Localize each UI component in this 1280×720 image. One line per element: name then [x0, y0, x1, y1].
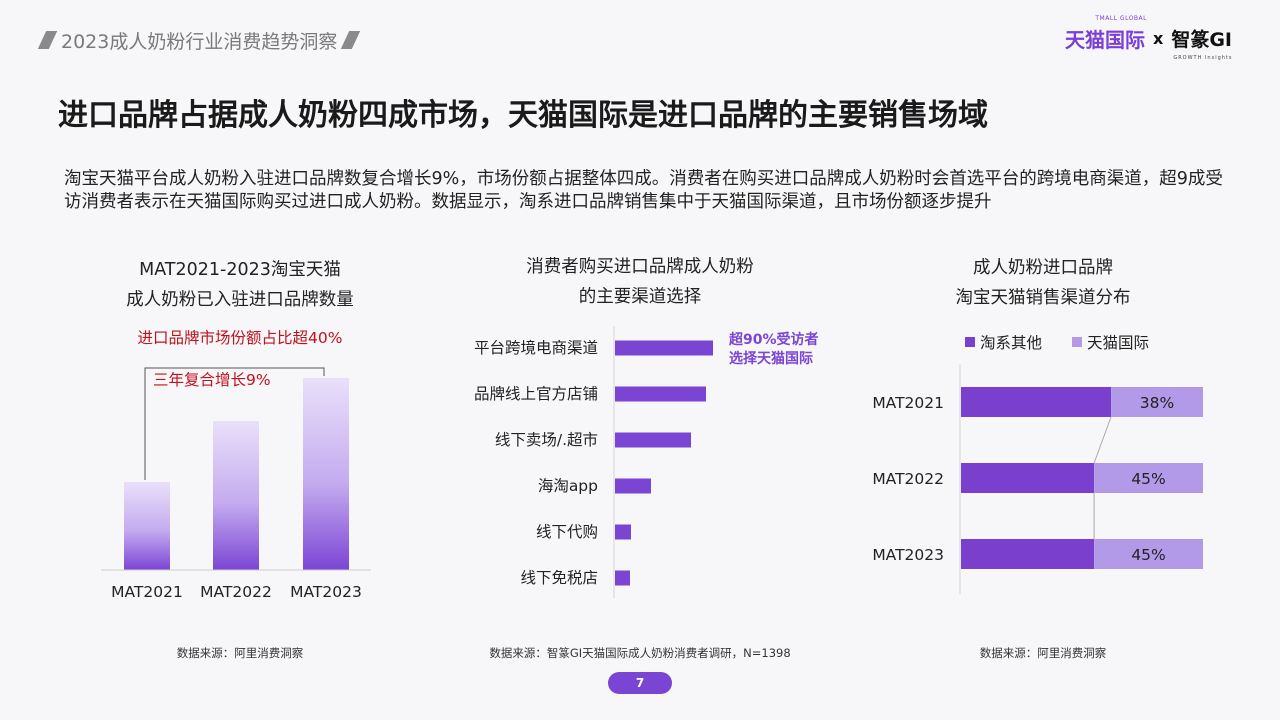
- logo-separator: x: [1153, 29, 1164, 48]
- slash-decoration: [37, 31, 58, 49]
- chart1-svg: 三年复合增长9% MAT2021 MAT2022 MAT2023: [101, 367, 371, 601]
- chart3-category-label-1: MAT2021: [872, 394, 944, 412]
- chart3-data-label-1: 38%: [1140, 394, 1174, 412]
- chart2-bar-4: [615, 478, 651, 494]
- chart2-bar-5: [615, 524, 631, 540]
- chart1-growth-bracket: [144, 367, 325, 480]
- tmall-global-logo: 天猫国际 TMALL GLOBAL: [1065, 15, 1147, 53]
- page-description: 淘宝天猫平台成人奶粉入驻进口品牌数复合增长9%，市场份额占据整体四成。消费者在购…: [64, 169, 1223, 212]
- legend-swatch-taoxi: [965, 337, 975, 347]
- chart2-title-line2: 的主要渠道选择: [578, 287, 702, 307]
- chart2-bar-6: [615, 570, 630, 586]
- chart2-category-label-1: 平台跨境电商渠道: [474, 338, 598, 357]
- chart3-legend: 淘系其他 天猫国际: [965, 331, 1149, 353]
- chart3-data-label-2: 45%: [1131, 470, 1165, 488]
- chart3-bar-taoxi-1: [961, 387, 1112, 417]
- chart3-bar-tmall-1: [1111, 387, 1203, 417]
- chart2-title: 消费者购买进口品牌成人奶粉 的主要渠道选择: [490, 252, 790, 312]
- chart2-bar-3: [615, 432, 691, 448]
- chart3-category-label-2: MAT2022: [872, 470, 944, 488]
- chart1-bar-1: [124, 482, 170, 570]
- chart3-bar-taoxi-2: [961, 463, 1095, 493]
- page-number: 7: [608, 672, 672, 694]
- legend-swatch-tmall: [1072, 337, 1083, 347]
- section-title: 2023成人奶粉行业消费趋势洞察: [61, 30, 338, 53]
- chart2-category-label-5: 线下代购: [536, 523, 598, 541]
- chart1-bar-3: [303, 378, 349, 570]
- chart3-bars: 38% MAT2021 45% MAT2022 45% MAT2023: [872, 387, 1203, 569]
- chart3-svg: 38% MAT2021 45% MAT2022 45% MAT2023: [872, 364, 1203, 594]
- chart1-growth-label: 三年复合增长9%: [153, 371, 271, 389]
- tmall-logo-subtext: TMALL GLOBAL: [1095, 15, 1147, 22]
- chart3-connectors: [1093, 416, 1112, 539]
- chart1-title-line1: MAT2021-2023淘宝天猫: [139, 260, 341, 280]
- chart1-x-tick-1: MAT2021: [111, 583, 183, 601]
- chart2-source: 数据来源：智篆GI天猫国际成人奶粉消费者调研，N=1398: [489, 646, 791, 660]
- chart2-category-label-3: 线下卖场/.超市: [495, 431, 598, 449]
- chart3-category-label-3: MAT2023: [872, 546, 944, 564]
- tmall-logo-text: 天猫国际: [1065, 28, 1145, 52]
- chart2-title-line1: 消费者购买进口品牌成人奶粉: [526, 257, 754, 277]
- zhizhuan-logo-subtext: GROWTH Insights: [1173, 55, 1233, 61]
- page-title: 进口品牌占据成人奶粉四成市场，天猫国际是进口品牌的主要销售场域: [58, 98, 988, 133]
- chart2-category-label-2: 品牌线上官方店铺: [474, 385, 598, 403]
- chart3-connector-1: [1093, 416, 1112, 464]
- chart3-bar-tmall-3: [1094, 539, 1203, 569]
- zhizhuan-gi-logo: 智篆GI GROWTH Insights: [1171, 25, 1232, 61]
- chart1-x-ticks: MAT2021 MAT2022 MAT2023: [111, 583, 362, 601]
- section-header: 2023成人奶粉行业消费趋势洞察: [34, 26, 364, 54]
- chart1-bar-2: [213, 421, 259, 570]
- chart2-bar-2: [615, 386, 706, 402]
- chart2-bar-1: [615, 340, 713, 356]
- chart3-title-line2: 淘宝天猫销售渠道分布: [955, 288, 1131, 308]
- chart1-x-tick-2: MAT2022: [200, 583, 272, 601]
- chart1-x-tick-3: MAT2023: [290, 583, 362, 601]
- chart3-title: 成人奶粉进口品牌 淘宝天猫销售渠道分布: [893, 253, 1193, 313]
- chart3-bar-tmall-2: [1094, 463, 1203, 493]
- chart2-category-label-4: 海淘app: [538, 477, 598, 495]
- chart1-annotation: 进口品牌市场份额占比超40%: [137, 329, 343, 347]
- slash-decoration: [341, 31, 361, 49]
- chart2-callout-line1: 超90%受访者: [728, 331, 819, 348]
- chart1-source: 数据来源：阿里消费洞察: [176, 646, 304, 660]
- chart2-category-label-6: 线下免税店: [520, 569, 598, 587]
- chart3-title-line1: 成人奶粉进口品牌: [973, 258, 1113, 278]
- chart1-title-line2: 成人奶粉已入驻进口品牌数量: [126, 290, 354, 310]
- chart3-bar-taoxi-3: [961, 539, 1095, 569]
- legend-label-tmall: 天猫国际: [1087, 334, 1150, 352]
- chart1-bars: [124, 378, 349, 570]
- partner-logos: 天猫国际 TMALL GLOBAL x 智篆GI GROWTH Insights: [1065, 15, 1232, 61]
- chart2-callout-line2: 选择天猫国际: [729, 350, 813, 367]
- legend-label-taoxi: 淘系其他: [980, 334, 1043, 352]
- zhizhuan-logo-text: 智篆GI: [1171, 29, 1232, 51]
- chart3-source: 数据来源：阿里消费洞察: [979, 646, 1107, 660]
- chart3-data-label-3: 45%: [1131, 546, 1165, 564]
- chart1-title: MAT2021-2023淘宝天猫 成人奶粉已入驻进口品牌数量: [95, 255, 385, 315]
